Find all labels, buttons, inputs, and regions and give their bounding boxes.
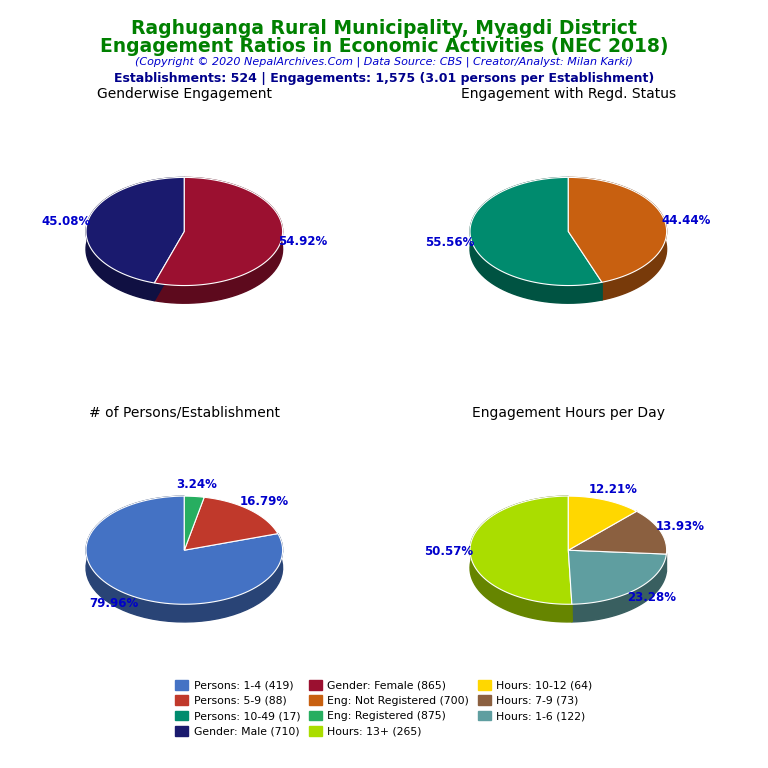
Polygon shape <box>568 511 637 568</box>
Polygon shape <box>86 177 184 283</box>
Text: 12.21%: 12.21% <box>589 482 637 495</box>
Polygon shape <box>154 177 283 303</box>
Polygon shape <box>568 550 572 622</box>
Polygon shape <box>184 496 204 550</box>
Text: Engagement Ratios in Economic Activities (NEC 2018): Engagement Ratios in Economic Activities… <box>100 37 668 56</box>
Polygon shape <box>470 496 572 604</box>
Polygon shape <box>86 496 283 622</box>
Polygon shape <box>184 497 204 568</box>
Polygon shape <box>568 550 572 622</box>
Legend: Persons: 1-4 (419), Persons: 5-9 (88), Persons: 10-49 (17), Gender: Male (710), : Persons: 1-4 (419), Persons: 5-9 (88), P… <box>171 676 597 741</box>
Polygon shape <box>86 496 283 604</box>
Text: 50.57%: 50.57% <box>424 545 473 558</box>
Title: Engagement Hours per Day: Engagement Hours per Day <box>472 406 665 420</box>
Polygon shape <box>568 511 667 554</box>
Polygon shape <box>568 496 637 550</box>
Text: Establishments: 524 | Engagements: 1,575 (3.01 persons per Establishment): Establishments: 524 | Engagements: 1,575… <box>114 72 654 85</box>
Polygon shape <box>568 231 602 300</box>
Polygon shape <box>568 550 667 571</box>
Text: 45.08%: 45.08% <box>41 215 91 228</box>
Polygon shape <box>184 497 204 568</box>
Text: 54.92%: 54.92% <box>278 235 327 248</box>
Text: 23.28%: 23.28% <box>627 591 676 604</box>
Title: Genderwise Engagement: Genderwise Engagement <box>97 87 272 101</box>
Text: 3.24%: 3.24% <box>176 478 217 491</box>
Text: 44.44%: 44.44% <box>662 214 711 227</box>
Polygon shape <box>568 231 602 300</box>
Polygon shape <box>86 177 184 301</box>
Polygon shape <box>154 177 283 286</box>
Text: 79.96%: 79.96% <box>89 597 138 610</box>
Polygon shape <box>572 554 667 622</box>
Text: 55.56%: 55.56% <box>425 237 475 250</box>
Polygon shape <box>568 177 667 300</box>
Text: 16.79%: 16.79% <box>240 495 289 508</box>
Title: Engagement with Regd. Status: Engagement with Regd. Status <box>461 87 676 101</box>
Polygon shape <box>154 231 184 301</box>
Polygon shape <box>568 177 667 283</box>
Polygon shape <box>568 550 667 604</box>
Polygon shape <box>184 497 278 550</box>
Text: (Copyright © 2020 NepalArchives.Com | Data Source: CBS | Creator/Analyst: Milan : (Copyright © 2020 NepalArchives.Com | Da… <box>135 56 633 67</box>
Title: # of Persons/Establishment: # of Persons/Establishment <box>89 406 280 420</box>
Polygon shape <box>470 177 602 286</box>
Polygon shape <box>154 231 184 301</box>
Polygon shape <box>184 534 278 568</box>
Polygon shape <box>568 511 637 568</box>
Text: Raghuganga Rural Municipality, Myagdi District: Raghuganga Rural Municipality, Myagdi Di… <box>131 19 637 38</box>
Polygon shape <box>470 177 602 303</box>
Polygon shape <box>568 550 667 571</box>
Text: 13.93%: 13.93% <box>656 520 705 533</box>
Polygon shape <box>470 496 572 622</box>
Polygon shape <box>184 534 278 568</box>
